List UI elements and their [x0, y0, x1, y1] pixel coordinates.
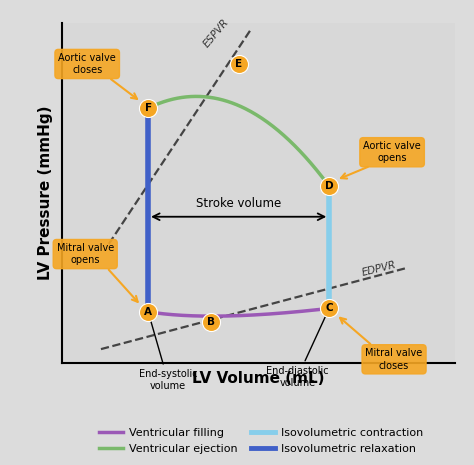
Text: EDPVR: EDPVR	[361, 260, 397, 278]
Text: Mitral valve
closes: Mitral valve closes	[365, 348, 423, 371]
Text: Mitral valve
opens: Mitral valve opens	[56, 243, 114, 265]
Text: ESPVR: ESPVR	[201, 17, 231, 49]
Text: D: D	[325, 181, 333, 191]
Text: C: C	[325, 303, 333, 313]
Text: Aortic valve
closes: Aortic valve closes	[58, 53, 116, 75]
Text: B: B	[207, 317, 215, 327]
Text: End-systolic
volume: End-systolic volume	[138, 316, 197, 391]
Text: E: E	[235, 59, 242, 69]
Text: End-diastolic
volume: End-diastolic volume	[266, 312, 329, 388]
Text: Aortic valve
opens: Aortic valve opens	[363, 141, 421, 163]
Text: Stroke volume: Stroke volume	[196, 197, 281, 210]
Text: A: A	[144, 307, 152, 317]
X-axis label: LV Volume (mL): LV Volume (mL)	[192, 371, 325, 386]
Text: F: F	[145, 103, 152, 113]
Y-axis label: LV Pressure (mmHg): LV Pressure (mmHg)	[38, 106, 53, 280]
Legend: Ventricular filling, Ventricular ejection, Isovolumetric contraction, Isovolumet: Ventricular filling, Ventricular ejectio…	[93, 423, 428, 459]
